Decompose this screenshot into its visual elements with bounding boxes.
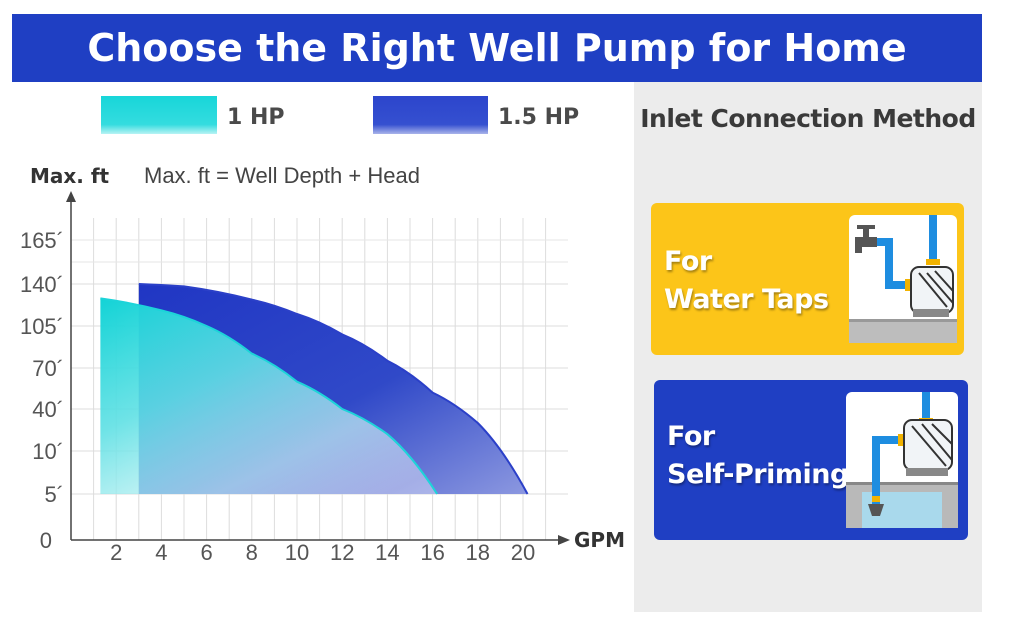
series-layer	[100, 283, 529, 495]
legend-label-1-5hp: 1.5 HP	[498, 105, 579, 130]
series-line-1hp	[100, 297, 438, 495]
self-priming-label-line2: Self-Priming	[667, 459, 849, 490]
y-tick-label: 140´	[20, 272, 64, 297]
legend: 1 HP 1.5 HP	[101, 96, 579, 134]
legend-swatch-1-5hp	[373, 96, 488, 134]
chart-note: Max. ft = Well Depth + Head	[144, 163, 420, 188]
y-axis-arrow	[66, 191, 76, 202]
y-axis-title: Max. ft	[30, 164, 110, 188]
pump-curve-chart: 1 HP 1.5 HP Max. ft Max. ft = Well Depth…	[20, 96, 625, 565]
legend-swatch-1hp	[101, 96, 217, 134]
faucet-pump-icon	[849, 215, 957, 343]
x-tick-label: 2	[110, 540, 122, 565]
x-tick-label: 16	[420, 540, 444, 565]
title-banner: Choose the Right Well Pump for Home	[12, 14, 982, 82]
x-tick-label: 6	[200, 540, 212, 565]
x-tick-label: 12	[330, 540, 354, 565]
panel-title: Inlet Connection Method	[640, 104, 976, 133]
axes: GPM	[66, 191, 625, 552]
water-taps-label-line2: Water Taps	[664, 284, 829, 315]
series-line-1-5hp	[138, 283, 529, 495]
x-tick-label: 10	[285, 540, 309, 565]
y-tick-label: 10´	[32, 439, 64, 464]
well-pump-icon	[846, 392, 958, 528]
y-tick-label: 0	[40, 528, 52, 553]
x-tick-label: 18	[466, 540, 490, 565]
y-tick-label: 5´	[44, 482, 64, 507]
legend-label-1hp: 1 HP	[227, 105, 285, 130]
water-taps-card: For Water Taps	[651, 203, 964, 355]
x-tick-label: 8	[246, 540, 258, 565]
self-priming-label: For Self-Priming	[667, 418, 849, 494]
y-tick-label: 165´	[20, 228, 64, 253]
tick-labels: 2 4 6 8 10 12 14 16 18 20 0 5´ 10´ 40´ 70´ 105´ 140´ 165´	[20, 228, 535, 565]
y-tick-label: 105´	[20, 314, 64, 339]
x-tick-label: 14	[375, 540, 399, 565]
water-taps-label-line1: For	[664, 246, 712, 277]
inlet-connection-panel: Inlet Connection Method For Water Taps	[634, 82, 982, 612]
x-tick-label: 20	[511, 540, 535, 565]
x-tick-label: 4	[155, 540, 167, 565]
page-title: Choose the Right Well Pump for Home	[87, 26, 907, 70]
series-area-1hp	[100, 298, 438, 494]
water-taps-label: For Water Taps	[664, 243, 829, 319]
y-tick-label: 70´	[32, 356, 64, 381]
self-priming-card: For Self-Priming	[654, 380, 968, 540]
x-axis-title: GPM	[574, 528, 625, 552]
y-tick-label: 40´	[32, 397, 64, 422]
x-axis-arrow	[558, 535, 570, 545]
self-priming-label-line1: For	[667, 421, 715, 452]
